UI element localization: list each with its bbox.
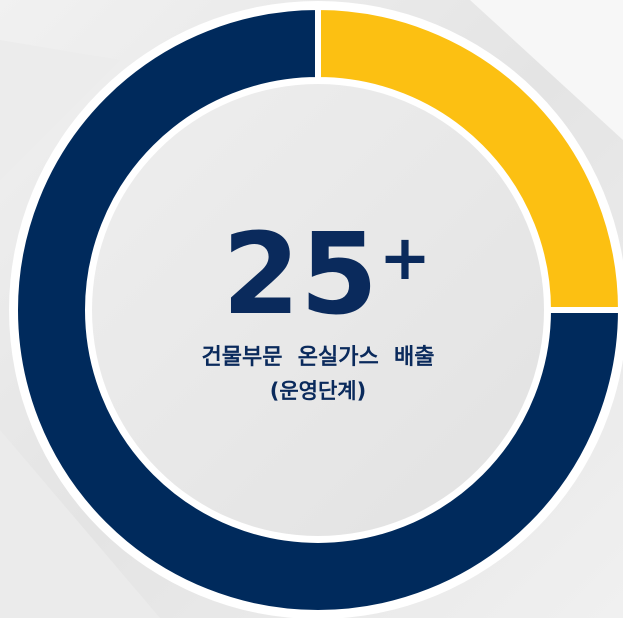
facet <box>0 430 160 618</box>
center-superscript: + <box>379 221 431 294</box>
facet <box>470 0 623 140</box>
facet <box>0 40 120 180</box>
inner-disk <box>92 84 544 536</box>
center-value: 25 <box>222 210 378 340</box>
label-line: (운영단계) <box>270 379 366 403</box>
label-line: 건물부문 온실가스 배출 <box>201 345 434 370</box>
